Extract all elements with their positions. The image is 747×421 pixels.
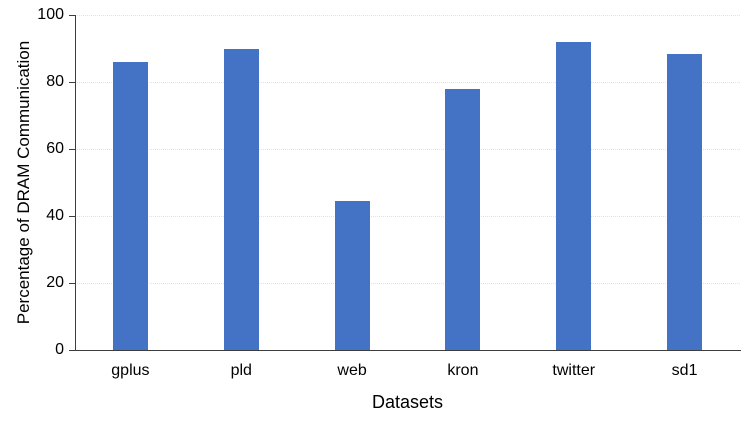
x-label-web: web	[337, 362, 367, 379]
bar-web	[334, 200, 370, 350]
bar-gplus	[112, 61, 148, 350]
gridline-80	[75, 82, 740, 83]
y-tick-mark-80	[69, 82, 75, 83]
x-label-pld: pld	[230, 362, 252, 379]
x-label-twitter: twitter	[552, 362, 596, 379]
x-axis-title: Datasets	[371, 392, 444, 412]
x-axis-line	[75, 350, 741, 351]
y-tick-label-100: 100	[37, 6, 64, 23]
y-axis-title: Percentage of DRAM Communication	[14, 40, 33, 325]
bar-pld	[223, 48, 259, 350]
y-tick-mark-60	[69, 149, 75, 150]
y-tick-mark-20	[69, 283, 75, 284]
y-tick-label-40: 40	[46, 207, 64, 224]
gridline-20	[75, 283, 740, 284]
x-label-kron: kron	[447, 362, 479, 379]
y-tick-mark-0	[69, 350, 75, 351]
bar-twitter	[556, 41, 592, 350]
gridline-60	[75, 149, 740, 150]
y-axis-line	[75, 15, 76, 351]
y-tick-mark-100	[69, 15, 75, 16]
y-tick-label-80: 80	[46, 73, 64, 90]
y-tick-label-60: 60	[46, 140, 64, 157]
x-label-sd1: sd1	[671, 362, 698, 379]
y-tick-label-0: 0	[55, 341, 64, 358]
gridline-100	[75, 15, 740, 16]
bar-sd1	[667, 53, 703, 350]
bar-kron	[445, 88, 481, 350]
y-tick-mark-40	[69, 216, 75, 217]
y-tick-label-20: 20	[46, 274, 64, 291]
x-label-gplus: gplus	[111, 362, 150, 379]
plot-area	[75, 15, 740, 350]
gridline-40	[75, 216, 740, 217]
